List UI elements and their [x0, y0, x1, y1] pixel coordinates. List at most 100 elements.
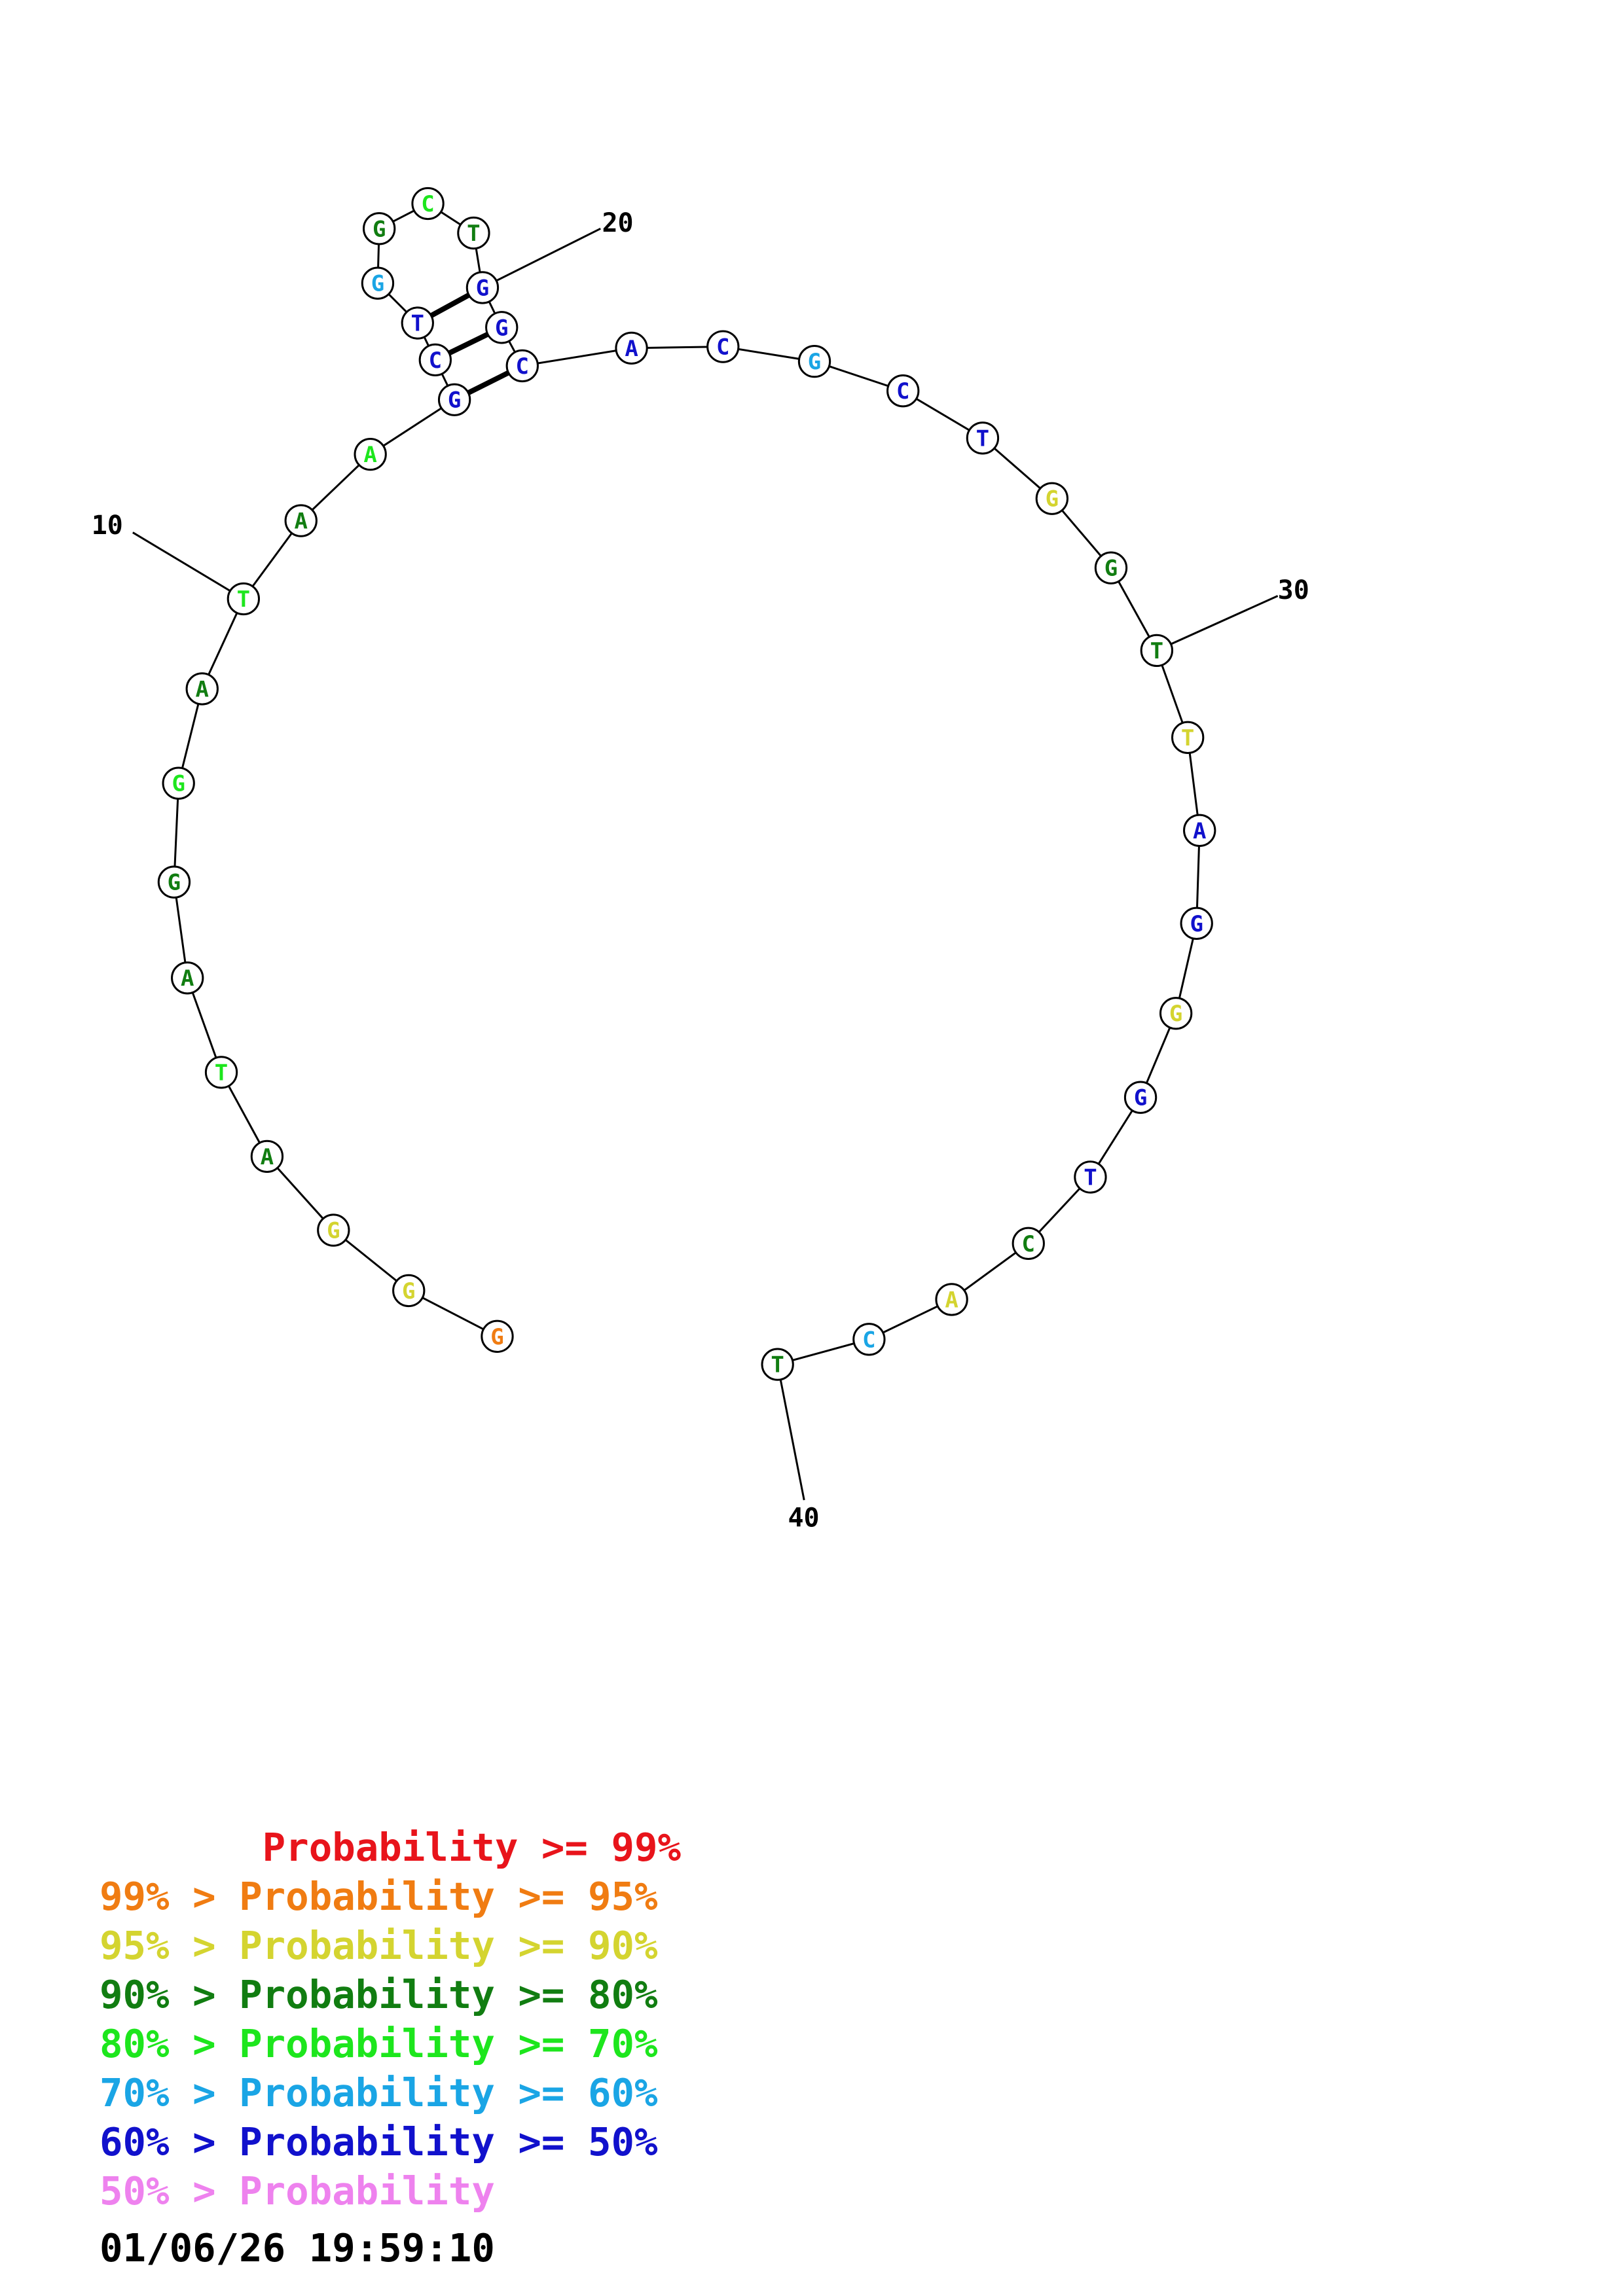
legend-row-80-90: 90% > Probability >= 80% [100, 1972, 658, 2017]
nucleotide-circle [852, 1323, 886, 1356]
nucleotide-29: G [1094, 551, 1128, 584]
base-pair-layer [429, 293, 510, 395]
nucleotide-letter: T [467, 221, 480, 247]
base-pair-14-21 [448, 332, 489, 356]
nucleotide-circle [886, 374, 920, 408]
nucleotide-circle [363, 212, 396, 245]
tick-line-40 [776, 1364, 805, 1501]
nucleotide-letter: T [1150, 638, 1163, 664]
nucleotide-letter: G [808, 349, 821, 375]
nucleotide-circle [457, 216, 490, 250]
nucleotide-23: A [615, 331, 648, 365]
probability-legend: Probability >= 99% 99% > Probability >= … [100, 1823, 681, 2215]
legend-row-ge99: Probability >= 99% [100, 1825, 682, 1870]
nucleotide-31: T [1171, 721, 1205, 754]
tick-line-20 [482, 227, 601, 289]
nucleotide-5: T [204, 1056, 238, 1089]
nucleotide-2: G [392, 1274, 426, 1308]
nucleotide-16: G [361, 266, 395, 300]
nucleotide-circle [615, 331, 648, 365]
nucleotide-letter: A [261, 1144, 274, 1170]
nucleotide-letter: A [945, 1287, 958, 1313]
nucleotide-circle [361, 266, 395, 300]
nucleotide-letter: G [327, 1218, 340, 1244]
nucleotide-letter: T [976, 425, 989, 452]
nucleotide-35: G [1123, 1081, 1158, 1114]
nucleotide-circle [485, 311, 519, 344]
nucleotide-24: C [706, 330, 740, 363]
nucleotide-13: G [437, 383, 471, 416]
nucleotide-28: G [1035, 482, 1069, 515]
nucleotide-34: G [1159, 997, 1193, 1030]
nucleotide-circle [317, 1213, 350, 1247]
nucleotide-circle [418, 343, 452, 377]
nucleotide-27: T [966, 422, 1000, 455]
nucleotide-letter: G [373, 216, 386, 242]
nucleotide-7: G [157, 865, 191, 899]
tick-line-10 [132, 531, 244, 600]
nucleotide-6: A [171, 961, 204, 995]
nucleotide-circle [465, 271, 500, 304]
nucleotide-20: G [465, 271, 500, 304]
nucleotide-30: T [1140, 634, 1174, 668]
nucleotide-letter: G [1190, 911, 1203, 937]
nucleotide-letter: C [516, 353, 529, 380]
tick-line-30 [1156, 595, 1279, 652]
legend-row-50-60: 60% > Probability >= 50% [100, 2119, 658, 2164]
nucleotide-36: T [1074, 1160, 1107, 1194]
nucleotide-letter: C [421, 191, 434, 217]
nucleotide-letter: T [411, 311, 424, 337]
nucleotide-letter: G [168, 870, 181, 896]
position-tick-layer: 10 20 30 40 [92, 208, 1309, 1534]
nucleotide-circle [1180, 906, 1213, 940]
nucleotide-letter: A [294, 509, 307, 535]
nucleotide-circle [1012, 1227, 1045, 1260]
legend-row-70-80: 80% > Probability >= 70% [100, 2021, 658, 2066]
nucleotide-circle [284, 504, 318, 537]
nucleotide-letter: G [1169, 1001, 1182, 1027]
nucleotide-37: C [1012, 1227, 1045, 1260]
nucleotide-circle [1074, 1160, 1107, 1194]
nucleotide-33: G [1180, 906, 1213, 940]
nucleotide-circle [204, 1056, 238, 1089]
nucleotide-circle [966, 422, 1000, 455]
nucleotide-letter: G [402, 1278, 415, 1304]
nucleotide-circle [171, 961, 204, 995]
nucleotide-circle [1159, 997, 1193, 1030]
legend-row-60-70: 70% > Probability >= 60% [100, 2070, 658, 2115]
nucleotide-8: G [162, 766, 195, 800]
nucleotide-letter: G [172, 771, 185, 797]
nucleotide-circle [227, 582, 261, 616]
nucleotide-letter: C [716, 334, 729, 361]
nucleotide-letter: G [448, 387, 461, 414]
nucleotide-circle [797, 344, 831, 378]
nucleotide-circle [250, 1139, 284, 1174]
nucleotide-letter: G [490, 1324, 503, 1350]
nucleotide-circle [505, 349, 539, 383]
nucleotide-21: G [485, 311, 519, 344]
nucleotide-11: A [284, 504, 318, 537]
nucleotide-38: A [935, 1283, 968, 1316]
nucleotide-letter: T [215, 1060, 228, 1086]
nucleotide-circle [185, 672, 219, 706]
nucleotide-25: G [797, 344, 831, 378]
nucleotide-26: C [886, 374, 920, 408]
nucleotide-letter: C [896, 378, 909, 404]
nucleotide-circle [1171, 721, 1205, 754]
nucleotide-letter: C [1022, 1231, 1035, 1257]
legend-row-90-95: 95% > Probability >= 90% [100, 1923, 658, 1968]
nucleotide-circle [761, 1348, 794, 1381]
nucleotide-circle [1183, 814, 1216, 847]
nucleotide-letter: G [476, 275, 489, 301]
base-pair-15-20 [429, 293, 471, 318]
nucleotide-letter: A [625, 336, 638, 362]
nucleotide-letter: C [429, 348, 442, 374]
nucleotide-3: G [317, 1213, 350, 1247]
nucleotide-40: T [761, 1348, 794, 1381]
nucleotide-letter: C [862, 1327, 875, 1353]
base-pair-13-22 [467, 370, 510, 395]
backbone-line [173, 202, 1201, 1366]
nucleotide-32: A [1183, 814, 1216, 847]
tick-label-40: 40 [788, 1503, 819, 1534]
